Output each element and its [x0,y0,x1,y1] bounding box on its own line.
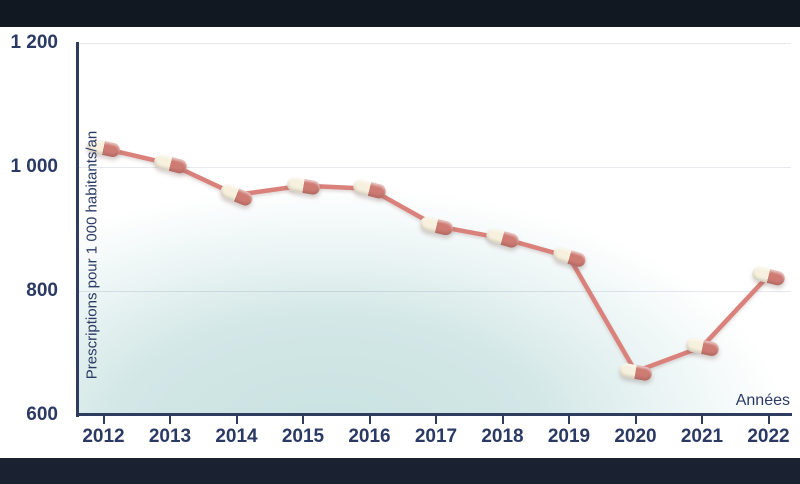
x-tick-label-2017: 2017 [414,426,458,447]
x-tick-2019 [568,416,570,424]
x-tick-2013 [169,416,171,424]
x-tick-2016 [368,416,371,424]
x-tick-label-2016: 2016 [348,426,391,447]
x-tick-label-2014: 2014 [215,426,258,447]
x-tick-2015 [302,416,304,424]
gridline-1200 [79,42,791,44]
x-axis-line [76,413,792,416]
x-tick-2022 [767,416,770,424]
x-tick-label-2012: 2012 [82,426,125,447]
x-tick-2018 [501,416,504,424]
x-tick-2012 [102,416,105,424]
y-tick-label-1200: 1 200 [10,32,58,53]
y-axis-line [76,42,79,417]
bottom-bar [0,458,800,484]
x-tick-2014 [235,416,238,424]
x-tick-2017 [435,416,437,424]
x-tick-label-2022: 2022 [747,426,790,447]
y-tick-label-600: 600 [26,404,58,425]
x-tick-label-2019: 2019 [547,426,591,447]
y-axis-title: Prescriptions pour 1 000 habitants/an [83,130,101,380]
x-tick-label-2021: 2021 [680,426,724,447]
x-tick-label-2015: 2015 [281,426,325,447]
x-tick-label-2018: 2018 [481,426,524,447]
top-bar [0,0,800,27]
x-axis-title: Années [735,392,790,409]
y-tick-label-800: 800 [26,280,58,301]
x-tick-label-2013: 2013 [148,426,192,447]
y-tick-label-1000: 1 000 [10,156,58,177]
x-tick-label-2020: 2020 [614,426,657,447]
x-tick-2021 [701,416,703,424]
x-tick-2020 [634,416,637,424]
gridline-800 [79,290,791,292]
